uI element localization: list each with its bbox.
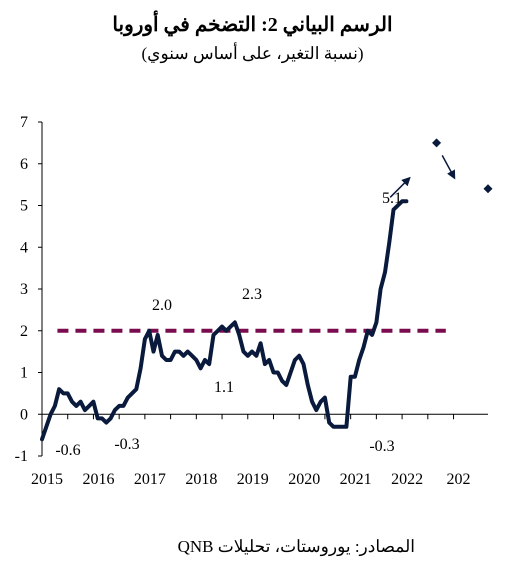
x-tick-label: 2022: [391, 471, 423, 488]
y-tick-label: 4: [20, 239, 28, 256]
data-label: -0.6: [55, 442, 80, 459]
series-group: [40, 199, 409, 442]
y-tick-label: 6: [20, 156, 28, 173]
y-tick-label: 5: [20, 198, 28, 215]
x-tick-labels: 2015 2016 2017 2018 2019 2020 2021 2022 202: [31, 471, 471, 488]
y-tick-label: -1: [15, 448, 28, 465]
x-tick-label: 2020: [288, 471, 320, 488]
x-tick-label: 2017: [134, 471, 166, 488]
y-tick-label: 1: [20, 365, 28, 382]
data-label: 2.3: [242, 286, 262, 303]
forecast-diamond: [432, 138, 442, 148]
data-label: 1.1: [214, 379, 234, 396]
data-label: -0.3: [114, 436, 139, 453]
y-tick-label: 7: [20, 114, 28, 131]
data-label: 2.0: [152, 297, 172, 314]
x-tick-label: 2018: [185, 471, 217, 488]
forecast-group: [389, 138, 493, 198]
data-label: -0.3: [369, 438, 394, 455]
annotations-group: -0.6 -0.3 2.0 1.1 2.3 -0.3 5.1: [55, 190, 402, 459]
inflation-series-line: [40, 199, 409, 442]
x-tick-label: 202: [447, 471, 471, 488]
y-tick-labels: -1 0 1 2 3 4 5 6 7: [15, 114, 28, 465]
x-tick-label: 2015: [31, 471, 63, 488]
axes: [38, 121, 488, 457]
chart-title: الرسم البياني 2: التضخم في أوروبا: [112, 14, 393, 36]
y-tick-label: 2: [20, 323, 28, 340]
y-tick-label: 3: [20, 281, 28, 298]
forecast-diamond: [483, 184, 493, 194]
data-label: 5.1: [382, 190, 402, 207]
forecast-arrow-up: [389, 176, 411, 198]
x-tick-label: 2021: [340, 471, 372, 488]
y-tick-label: 0: [20, 406, 28, 423]
forecast-arrow-down: [441, 155, 456, 180]
source-note: المصادر: يوروستات، تحليلات QNB: [177, 537, 415, 556]
x-tick-label: 2016: [82, 471, 114, 488]
chart-subtitle: (نسبة التغير، على أساس سنوي): [141, 44, 364, 63]
x-tick-label: 2019: [237, 471, 269, 488]
